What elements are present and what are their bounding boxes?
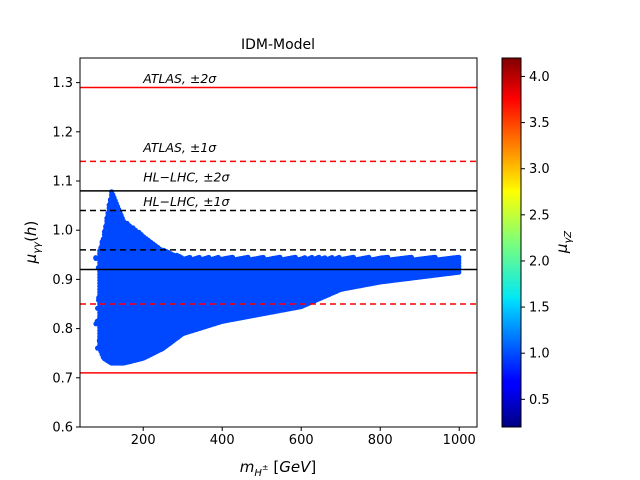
scatter-points <box>93 189 462 366</box>
chart-title: IDM-Model <box>241 37 315 53</box>
